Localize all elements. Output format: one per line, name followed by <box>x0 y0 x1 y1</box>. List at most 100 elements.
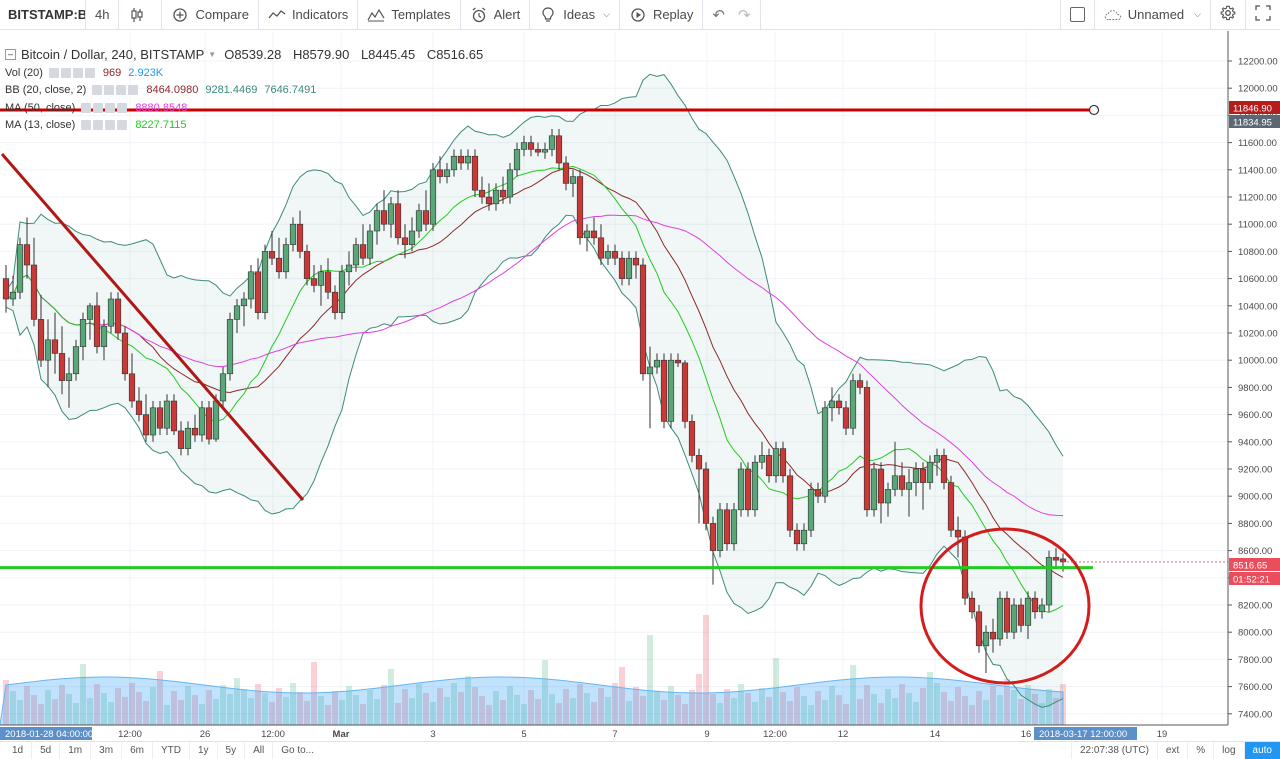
volume-bar <box>815 691 821 725</box>
price-tick-label: 9400.00 <box>1238 437 1272 448</box>
chevron-down-icon[interactable]: ▼ <box>208 49 217 59</box>
low-value: L8445.45 <box>360 46 416 62</box>
candle-body <box>380 210 388 225</box>
volume-bar <box>143 701 149 725</box>
volume-bar <box>1004 679 1010 725</box>
volume-bar <box>696 674 702 725</box>
settings-button[interactable] <box>1210 0 1245 30</box>
volume-bar <box>605 697 611 725</box>
volume-bar <box>640 696 646 725</box>
price-chart[interactable]: 12200.0012000.0011800.0011600.0011400.00… <box>0 31 1280 741</box>
templates-button[interactable]: Templates <box>358 0 461 30</box>
time-tick-label: 12:00 <box>261 729 285 740</box>
bar-countdown-label: 01:52:21 <box>1233 575 1270 586</box>
cloud-icon <box>1104 6 1122 24</box>
candle-body <box>254 271 262 313</box>
collapse-legend-button[interactable]: – <box>5 48 16 60</box>
layout-menu-button[interactable]: Unnamed ⌵ <box>1093 0 1210 30</box>
candle-body <box>898 475 906 490</box>
alert-label: Alert <box>493 7 521 22</box>
volume-bar <box>458 692 464 725</box>
volume-bar <box>745 693 751 725</box>
volume-bar <box>283 697 289 725</box>
volume-bar <box>920 688 926 725</box>
replay-button[interactable]: Replay <box>620 0 704 30</box>
volume-bar <box>234 678 240 725</box>
volume-bar <box>724 689 730 725</box>
indicator-controls[interactable] <box>81 120 129 131</box>
volume-bar <box>1046 689 1052 725</box>
timeframe-ytd[interactable]: YTD <box>153 741 190 759</box>
candle-body <box>72 346 80 375</box>
candle-body <box>16 244 24 293</box>
volume-bar <box>31 695 37 725</box>
auto-scale-toggle[interactable]: auto <box>1243 741 1280 759</box>
timeframe-1y[interactable]: 1y <box>190 741 218 759</box>
legend-ma13: MA (13, close) 8227.7115 <box>5 117 483 135</box>
drawings[interactable] <box>0 104 1228 685</box>
volume-bar <box>24 686 30 725</box>
volume-bar <box>241 689 247 725</box>
utc-clock[interactable]: 22:07:38 (UTC) <box>1071 741 1157 759</box>
volume-bar <box>801 696 807 725</box>
price-axis[interactable]: 12200.0012000.0011800.0011600.0011400.00… <box>1227 31 1280 741</box>
alert-button[interactable]: Alert <box>461 0 531 30</box>
volume-bar <box>493 691 499 725</box>
timeframe-6m[interactable]: 6m <box>122 741 153 759</box>
log-toggle[interactable]: log <box>1213 741 1243 759</box>
timeframe-5d[interactable]: 5d <box>32 741 61 759</box>
ext-toggle[interactable]: ext <box>1156 741 1187 759</box>
undo-icon: ↶ <box>712 6 725 24</box>
candle-body <box>177 430 185 449</box>
timeframe-all[interactable]: All <box>245 741 274 759</box>
candle-body <box>394 203 402 239</box>
bb-upper-value: 9281.4469 <box>205 84 258 97</box>
select-layout-checkbox[interactable] <box>1059 0 1094 30</box>
volume-bar <box>395 703 401 725</box>
undo-button[interactable]: ↶ <box>703 0 729 30</box>
time-tick-label: 19 <box>1157 729 1168 740</box>
redo-button[interactable]: ↷ <box>729 0 761 30</box>
timeframe-1m[interactable]: 1m <box>60 741 92 759</box>
legend-bb: BB (20, close, 2) 8464.0980 9281.4469 76… <box>5 82 483 100</box>
volume-bar <box>339 700 345 725</box>
volume-bar <box>269 702 275 725</box>
chevron-down-icon: ⌵ <box>603 9 610 19</box>
percent-toggle[interactable]: % <box>1187 741 1213 759</box>
price-tick-label: 7800.00 <box>1238 655 1272 666</box>
candle-body <box>562 162 570 184</box>
candle-body <box>709 523 717 551</box>
volume-bar <box>206 690 212 725</box>
time-axis[interactable]: 12:00 26 12:00 Mar 3 5 7 9 12:00 12 14 16 19 2018-01-… <box>0 724 1280 741</box>
timeframe-5y[interactable]: 5y <box>218 741 246 759</box>
compare-button[interactable]: Compare <box>162 0 259 30</box>
candle-body <box>891 475 899 490</box>
candle-body <box>751 461 759 511</box>
volume-bar <box>157 671 163 725</box>
chart-style-button[interactable] <box>119 0 163 30</box>
symbol-search[interactable]: BITSTAMP:BTCUSD <box>0 0 86 30</box>
volume-bar <box>619 667 625 725</box>
goto-date-button[interactable]: Go to... <box>281 744 315 756</box>
indicator-controls[interactable] <box>48 67 97 78</box>
high-value: H8579.90 <box>292 46 350 62</box>
candle-body <box>100 325 108 347</box>
timeframe-1d[interactable]: 1d <box>4 741 33 759</box>
candle-body <box>443 169 451 177</box>
volume-bar <box>171 691 177 725</box>
timeframe-3m[interactable]: 3m <box>91 741 123 759</box>
fullscreen-button[interactable] <box>1245 0 1280 30</box>
templates-label: Templates <box>391 7 451 22</box>
interval-button[interactable]: 4h <box>86 0 120 30</box>
volume-bar <box>584 693 590 725</box>
candle-body <box>758 455 766 463</box>
ideas-button[interactable]: Ideas ⌵ <box>530 0 620 30</box>
indicators-button[interactable]: Indicators <box>259 0 359 30</box>
candle-body <box>1059 558 1067 563</box>
indicator-controls[interactable] <box>92 85 140 96</box>
candle-body <box>149 407 157 436</box>
volume-bar <box>374 699 380 725</box>
indicator-controls[interactable] <box>81 102 129 113</box>
volume-bar <box>654 691 660 725</box>
time-tick-label: 7 <box>612 729 617 740</box>
